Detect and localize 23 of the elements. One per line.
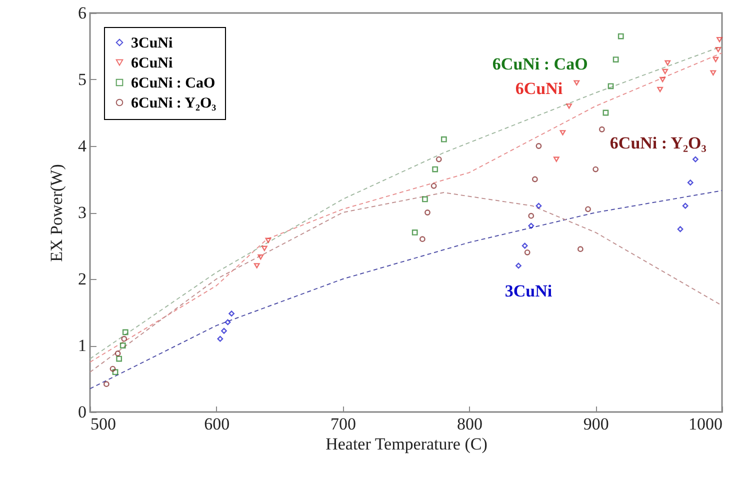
x-tick-label: 900	[583, 414, 609, 434]
x-tick-label: 1000	[688, 414, 722, 434]
legend-label: 6CuNi : CaO	[131, 76, 216, 92]
y-tick-label: 5	[78, 70, 86, 89]
y-tick-label: 4	[78, 136, 87, 156]
y-tick-label: 0	[78, 402, 86, 422]
legend-label: 3CuNi	[131, 36, 173, 52]
y-tick-label: 3	[78, 203, 86, 222]
annotation: 6CuNi : Y₂O₃	[610, 133, 706, 152]
annotation: 6CuNi : CaO	[492, 54, 588, 74]
y-tick-label: 1	[78, 336, 86, 355]
x-tick-label: 500	[90, 414, 116, 434]
y-tick-label: 2	[78, 270, 86, 288]
annotation: 3CuNi	[504, 282, 552, 301]
x-tick-label: 800	[456, 414, 482, 434]
y-axis-title: EX Power(W)	[47, 164, 66, 262]
legend-label: 6CuNi	[131, 56, 173, 72]
annotation: 6CuNi	[515, 78, 563, 98]
legend-label: 6CuNi : Y₂O₃	[131, 96, 217, 112]
x-axis-title: Heater Temperature (C)	[326, 434, 488, 454]
x-tick-label: 600	[204, 414, 230, 434]
x-tick-label: 700	[330, 414, 356, 434]
y-tick-label: 6	[78, 4, 86, 22]
